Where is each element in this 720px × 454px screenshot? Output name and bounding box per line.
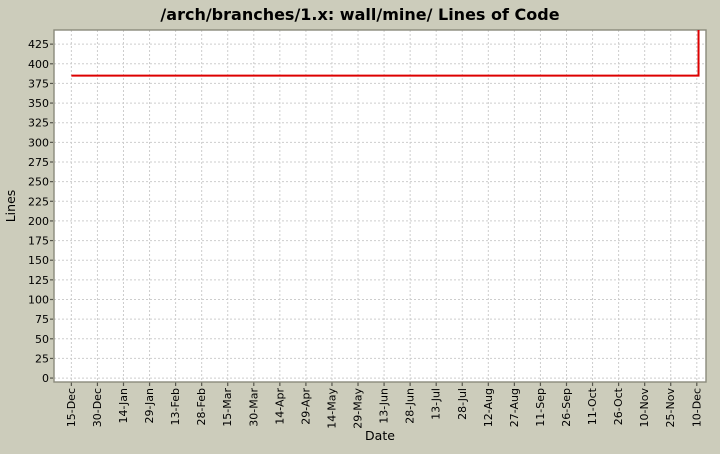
x-axis-title: Date (365, 428, 395, 443)
x-tick-label: 14-Jan (117, 388, 130, 424)
x-tick-label: 14-May (325, 388, 338, 429)
x-tick-label: 11-Sep (534, 388, 547, 427)
y-tick-label: 425 (28, 38, 49, 51)
x-tick-label: 11-Oct (586, 387, 599, 425)
y-tick-labels: 0 25 50 75 100 125 150 175 200 225 250 275 300 325 350… (28, 38, 49, 385)
grid-lines (54, 30, 706, 382)
x-tick-label: 26-Oct (612, 387, 625, 425)
x-tick-label: 25-Nov (664, 388, 677, 428)
x-tick-label: 29-May (352, 388, 365, 429)
x-tick-label: 15-Mar (221, 388, 234, 427)
x-tick-label: 26-Sep (560, 388, 573, 427)
x-tick-label: 28-Jun (404, 388, 417, 424)
x-tick-label: 29-Jan (143, 388, 156, 424)
plot-area (54, 30, 706, 382)
x-tick-label: 28-Feb (195, 388, 208, 425)
x-tick-label: 27-Aug (508, 388, 521, 427)
y-tick-label: 350 (28, 97, 49, 110)
x-tick-label: 13-Feb (169, 388, 182, 425)
y-tick-label: 325 (28, 117, 49, 130)
x-tick-label: 30-Dec (91, 388, 104, 427)
y-tick-label: 25 (35, 352, 49, 365)
x-tick-label: 15-Dec (65, 388, 78, 427)
y-tick-label: 300 (28, 136, 49, 149)
y-tick-label: 225 (28, 195, 49, 208)
x-tick-label: 29-Apr (299, 388, 312, 425)
chart-title: /arch/branches/1.x: wall/mine/ Lines of … (160, 5, 559, 24)
y-tick-label: 0 (42, 372, 49, 385)
x-tick-label: 30-Mar (247, 388, 260, 427)
y-tick-label: 275 (28, 156, 49, 169)
x-tick-labels: 15-Dec 30-Dec 14-Jan 29-Jan 13-Feb 28-Feb 15-M… (65, 387, 703, 428)
series-line-loc (71, 30, 700, 77)
x-tick-label: 13-Jun (378, 388, 391, 424)
y-tick-label: 150 (28, 254, 49, 267)
y-tick-label: 250 (28, 176, 49, 189)
plot-border (53, 29, 707, 383)
x-tick-label: 14-Apr (273, 388, 286, 425)
x-tick-label: 10-Dec (690, 388, 703, 427)
y-tick-label: 175 (28, 235, 49, 248)
x-tick-label: 12-Aug (482, 388, 495, 427)
y-axis-title: Lines (3, 190, 18, 223)
x-tick-label: 28-Jul (456, 388, 469, 420)
x-tick-label: 13-Jul (430, 388, 443, 420)
y-tick-label: 75 (35, 313, 49, 326)
x-tick-label: 10-Nov (638, 388, 651, 428)
y-tick-label: 100 (28, 294, 49, 307)
y-tick-label: 375 (28, 77, 49, 90)
y-tick-label: 200 (28, 215, 49, 228)
y-tick-label: 400 (28, 58, 49, 71)
y-tick-label: 50 (35, 333, 49, 346)
y-tick-label: 125 (28, 274, 49, 287)
